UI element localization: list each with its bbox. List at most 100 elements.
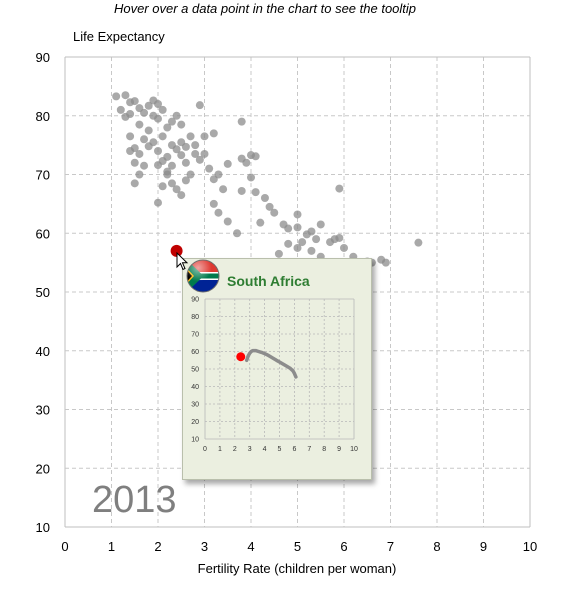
data-point[interactable] — [172, 185, 181, 194]
data-point[interactable] — [381, 258, 390, 267]
data-point[interactable] — [256, 218, 265, 227]
x-tick-label: 10 — [523, 539, 537, 554]
data-point[interactable] — [195, 101, 204, 110]
data-point[interactable] — [126, 132, 135, 141]
data-point[interactable] — [209, 129, 218, 138]
data-point[interactable] — [242, 158, 251, 167]
mini-x-tick-label: 9 — [337, 446, 341, 453]
mini-x-tick-label: 2 — [233, 446, 237, 453]
data-point[interactable] — [293, 210, 302, 219]
data-point[interactable] — [177, 151, 186, 160]
data-points[interactable] — [112, 91, 423, 282]
data-point[interactable] — [135, 149, 144, 158]
data-point[interactable] — [335, 184, 344, 193]
data-point[interactable] — [112, 92, 121, 101]
data-point[interactable] — [121, 91, 130, 100]
data-point[interactable] — [237, 186, 246, 195]
data-point[interactable] — [177, 120, 186, 129]
data-point[interactable] — [209, 199, 218, 208]
data-point[interactable] — [177, 191, 186, 200]
data-point[interactable] — [130, 97, 139, 106]
data-point[interactable] — [293, 223, 302, 232]
data-point[interactable] — [237, 117, 246, 126]
data-point[interactable] — [247, 173, 255, 182]
highlight-point-layer[interactable] — [170, 244, 183, 257]
data-point[interactable] — [223, 159, 232, 168]
data-point[interactable] — [414, 238, 423, 247]
data-point[interactable] — [140, 108, 149, 117]
data-point[interactable] — [186, 132, 195, 141]
data-point[interactable] — [163, 123, 172, 132]
x-tick-label: 6 — [340, 539, 347, 554]
mini-y-tick-label: 80 — [191, 314, 199, 321]
data-point[interactable] — [200, 132, 209, 141]
data-point[interactable] — [158, 182, 167, 191]
data-point[interactable] — [130, 179, 139, 188]
data-point[interactable] — [251, 188, 260, 197]
data-point[interactable] — [130, 158, 139, 167]
data-point[interactable] — [167, 161, 176, 170]
y-tick-label: 60 — [36, 226, 50, 241]
data-point[interactable] — [186, 170, 195, 179]
data-point[interactable] — [144, 126, 153, 135]
data-point[interactable] — [312, 235, 321, 244]
data-point[interactable] — [293, 243, 302, 252]
data-point[interactable] — [265, 202, 274, 211]
data-point[interactable] — [274, 249, 283, 258]
data-point[interactable] — [214, 170, 223, 179]
data-point[interactable] — [116, 105, 125, 114]
data-point[interactable] — [135, 120, 144, 129]
data-point[interactable] — [191, 141, 200, 150]
data-point[interactable] — [307, 227, 316, 236]
x-tick-label: 2 — [154, 539, 161, 554]
data-point[interactable] — [307, 246, 316, 255]
data-point[interactable] — [154, 161, 162, 170]
data-point[interactable] — [284, 224, 293, 233]
data-point[interactable] — [172, 145, 181, 154]
data-point[interactable] — [163, 170, 172, 179]
data-point[interactable] — [298, 238, 307, 247]
data-point[interactable] — [140, 135, 149, 144]
mini-x-tick-label: 5 — [278, 446, 282, 453]
data-point[interactable] — [181, 176, 190, 185]
y-tick-label: 20 — [36, 461, 50, 476]
data-point[interactable] — [260, 194, 269, 202]
y-tick-label: 70 — [36, 168, 50, 183]
data-point[interactable] — [251, 152, 260, 161]
data-point[interactable] — [121, 112, 130, 121]
data-point[interactable] — [233, 229, 242, 238]
mini-x-tick-label: 6 — [292, 446, 296, 453]
data-point[interactable] — [154, 147, 162, 155]
data-point[interactable] — [270, 208, 279, 217]
data-point[interactable] — [154, 198, 162, 207]
data-point[interactable] — [181, 142, 190, 151]
data-point[interactable] — [181, 158, 190, 167]
data-point[interactable] — [200, 149, 209, 158]
data-point[interactable] — [140, 161, 149, 170]
data-point[interactable] — [126, 147, 135, 155]
data-point[interactable] — [154, 100, 162, 108]
data-point[interactable] — [191, 149, 200, 158]
data-point[interactable] — [284, 239, 293, 248]
data-point[interactable] — [316, 220, 325, 229]
data-point[interactable] — [214, 208, 223, 217]
data-point[interactable] — [335, 233, 344, 242]
data-point[interactable] — [205, 164, 214, 173]
data-point[interactable] — [158, 105, 167, 114]
data-point[interactable] — [144, 101, 153, 110]
x-tick-label: 3 — [201, 539, 208, 554]
data-point[interactable] — [167, 117, 176, 126]
data-point[interactable] — [149, 138, 158, 147]
data-point[interactable] — [135, 170, 144, 179]
data-point[interactable] — [219, 185, 228, 194]
data-point[interactable] — [223, 217, 232, 226]
data-point[interactable] — [154, 114, 162, 123]
data-point[interactable] — [195, 155, 204, 164]
data-point[interactable] — [167, 179, 176, 188]
data-point[interactable] — [158, 132, 167, 141]
x-tick-label: 1 — [108, 539, 115, 554]
data-point[interactable] — [172, 111, 181, 120]
data-point[interactable] — [340, 243, 348, 252]
highlight-point[interactable] — [170, 244, 183, 257]
